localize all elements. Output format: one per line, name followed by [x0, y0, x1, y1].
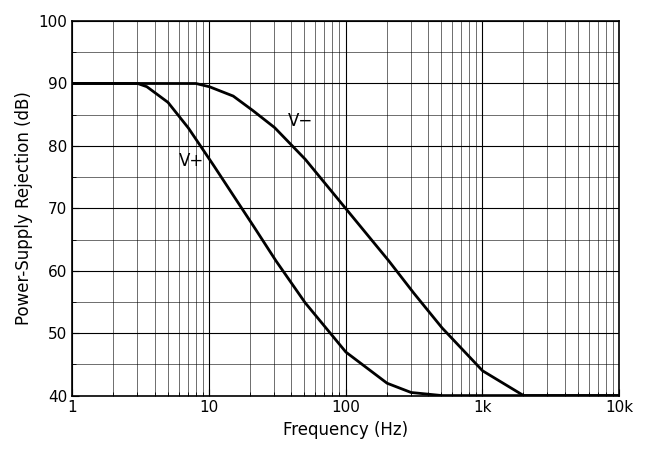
X-axis label: Frequency (Hz): Frequency (Hz): [283, 421, 408, 439]
Y-axis label: Power-Supply Rejection (dB): Power-Supply Rejection (dB): [15, 91, 33, 325]
Text: V+: V+: [179, 153, 204, 170]
Text: V−: V−: [288, 112, 314, 130]
